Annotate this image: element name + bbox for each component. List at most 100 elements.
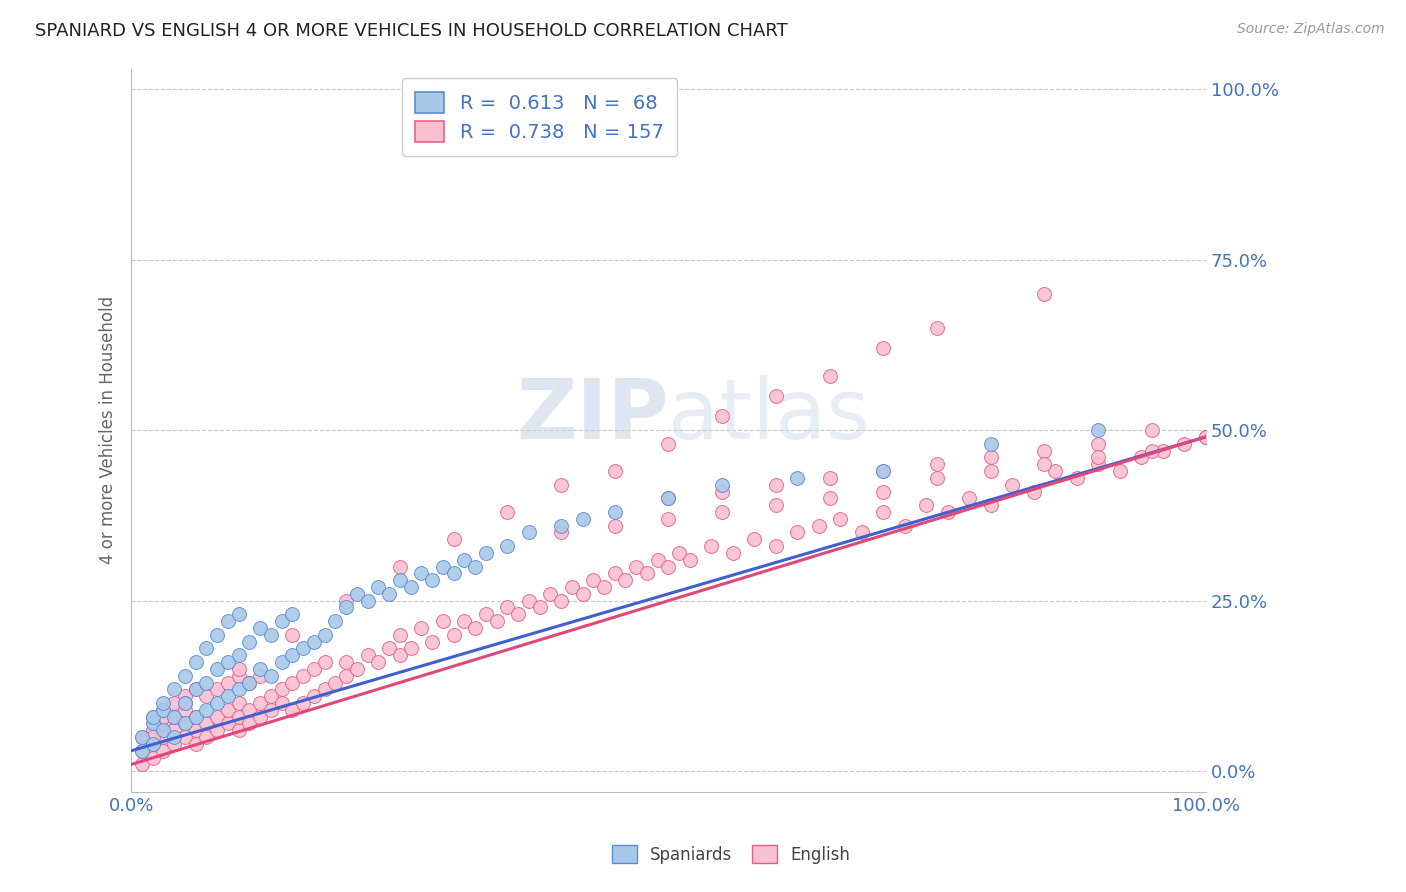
Point [925,471,948,485]
Point [603,518,626,533]
Point [205,696,228,710]
Point [420,634,443,648]
Point [1108,464,1130,478]
Point [915,498,938,512]
Point [711,477,734,491]
Point [657,436,679,450]
Point [195,641,218,656]
Point [281,648,304,663]
Point [818,491,841,506]
Point [657,559,679,574]
Point [603,505,626,519]
Point [163,682,186,697]
Point [228,662,250,676]
Point [626,559,648,574]
Point [657,491,679,506]
Point [765,389,787,403]
Point [346,662,368,676]
Point [1152,443,1174,458]
Point [388,648,411,663]
Point [721,546,744,560]
Point [195,689,218,703]
Point [432,614,454,628]
Point [335,593,357,607]
Point [228,696,250,710]
Point [765,498,787,512]
Point [228,607,250,622]
Point [217,689,239,703]
Point [292,641,315,656]
Point [936,505,959,519]
Point [830,512,852,526]
Point [270,696,292,710]
Point [335,600,357,615]
Point [496,600,519,615]
Point [420,573,443,587]
Point [174,716,197,731]
Point [1022,484,1045,499]
Point [571,512,593,526]
Point [195,716,218,731]
Point [346,587,368,601]
Point [217,703,239,717]
Point [163,709,186,723]
Point [205,682,228,697]
Point [142,716,165,731]
Point [517,525,540,540]
Point [1173,436,1195,450]
Point [571,587,593,601]
Point [1033,443,1056,458]
Point [464,621,486,635]
Point [184,723,207,738]
Point [260,628,283,642]
Point [700,539,723,553]
Point [131,730,153,744]
Point [1087,436,1109,450]
Point [464,559,486,574]
Legend: R =  0.613   N =  68, R =  0.738   N = 157: R = 0.613 N = 68, R = 0.738 N = 157 [402,78,678,155]
Point [281,675,304,690]
Point [325,614,347,628]
Point [485,614,508,628]
Point [786,471,808,485]
Point [152,703,174,717]
Point [356,648,378,663]
Point [163,730,186,744]
Point [260,669,283,683]
Point [174,669,197,683]
Point [744,533,766,547]
Point [818,471,841,485]
Point [238,703,260,717]
Point [174,689,197,703]
Point [1130,450,1153,465]
Point [475,607,498,622]
Point [603,566,626,581]
Point [453,614,475,628]
Point [443,533,465,547]
Point [314,655,336,669]
Point [388,573,411,587]
Point [174,703,197,717]
Point [399,641,422,656]
Point [872,464,894,478]
Point [529,600,551,615]
Point [131,757,153,772]
Point [711,484,734,499]
Point [550,525,572,540]
Point [195,675,218,690]
Point [270,655,292,669]
Point [1140,443,1163,458]
Point [872,464,894,478]
Point [184,709,207,723]
Point [152,723,174,738]
Point [228,648,250,663]
Point [432,559,454,574]
Point [388,628,411,642]
Point [872,484,894,499]
Point [131,730,153,744]
Point [399,580,422,594]
Point [496,505,519,519]
Point [517,593,540,607]
Point [679,553,702,567]
Point [388,559,411,574]
